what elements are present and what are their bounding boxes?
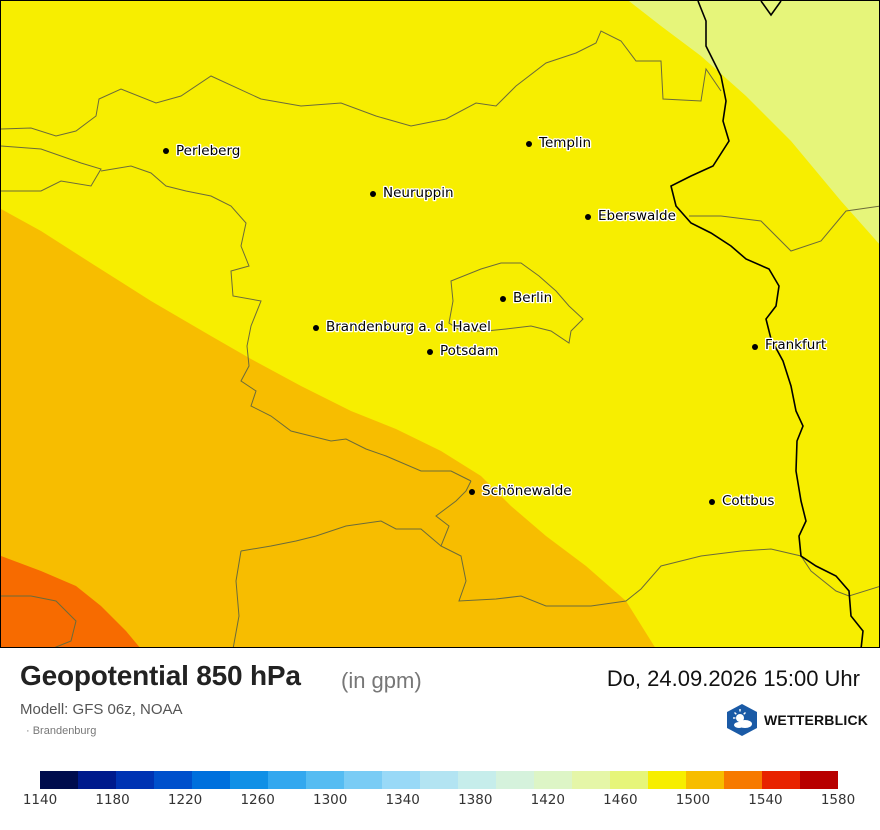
color-scale-cell xyxy=(154,771,192,789)
city-label-potsdam: Potsdam xyxy=(440,343,498,359)
color-scale-tick-label: 1180 xyxy=(95,792,130,808)
weather-map: Perleberg Templin Neuruppin Eberswalde B… xyxy=(0,0,880,648)
color-scale-cell xyxy=(724,771,762,789)
color-scale-tick-label: 1500 xyxy=(675,792,711,808)
field-1520 xyxy=(1,209,655,647)
map-unit: (in gpm) xyxy=(341,668,422,693)
color-scale-cell xyxy=(800,771,838,789)
color-scale-tick-label: 1260 xyxy=(240,792,275,808)
district-boundaries xyxy=(1,30,879,647)
field-1480 xyxy=(629,1,879,244)
city-label-templin: Templin xyxy=(538,135,591,151)
city-eberswalde: Eberswalde xyxy=(585,207,677,225)
color-scale-cell xyxy=(116,771,154,789)
color-scale-cell xyxy=(268,771,306,789)
field-1540 xyxy=(1,556,140,647)
national-border xyxy=(670,1,864,647)
color-scale-cell xyxy=(230,771,268,789)
color-scale-cell xyxy=(572,771,610,789)
color-scale-tick-label: 1300 xyxy=(312,792,348,808)
color-scale-cell xyxy=(344,771,382,789)
color-scale-tick-label: 1220 xyxy=(167,792,203,808)
color-scale-tick-label: 1380 xyxy=(458,792,493,808)
brand-name: WETTERBLICK xyxy=(764,712,869,728)
color-scale-cell xyxy=(686,771,724,789)
color-scale-cell xyxy=(534,771,572,789)
color-scale-tick-label: 1580 xyxy=(820,792,856,808)
color-scale-cell xyxy=(458,771,496,789)
color-scale-cell xyxy=(496,771,534,789)
city-templin: Templin xyxy=(526,134,592,152)
color-scale-tick-label: 1460 xyxy=(603,792,638,808)
forecast-datetime: Do, 24.09.2026 15:00 Uhr xyxy=(606,666,860,691)
brand-logo: WETTERBLICK xyxy=(724,703,868,737)
city-label-berlin: Berlin xyxy=(513,290,552,306)
color-scale-ticks: 1140 1180 1220 1260 1300 1340 1380 1420 1460 1500… xyxy=(0,792,880,812)
color-scale-cell xyxy=(762,771,800,789)
city-potsdam: Potsdam xyxy=(427,342,500,360)
city-brandenburg: Brandenburg a. d. Havel xyxy=(313,318,492,336)
city-label-frankfurt: Frankfurt xyxy=(765,337,826,353)
city-cottbus: Cottbus xyxy=(709,492,776,510)
map-footer: Geopotential 850 hPa (in gpm) Modell: GF… xyxy=(0,648,880,830)
city-schoenewalde: Schönewalde xyxy=(469,482,573,500)
model-info: Modell: GFS 06z, NOAA xyxy=(20,701,183,718)
color-scale-cell xyxy=(40,771,78,789)
city-neuruppin: Neuruppin xyxy=(370,184,455,202)
city-perleberg: Perleberg xyxy=(163,142,242,160)
city-label-eberswalde: Eberswalde xyxy=(598,208,676,224)
city-label-neuruppin: Neuruppin xyxy=(383,185,454,201)
map-title: Geopotential 850 hPa xyxy=(20,660,301,691)
color-scale-cell xyxy=(648,771,686,789)
city-frankfurt: Frankfurt xyxy=(752,336,827,354)
city-label-perleberg: Perleberg xyxy=(176,143,240,159)
color-scale-cell xyxy=(192,771,230,789)
city-label-brandenburg: Brandenburg a. d. Havel xyxy=(326,319,491,335)
color-scale-tick-label: 1540 xyxy=(748,792,783,808)
city-berlin: Berlin xyxy=(500,289,553,307)
color-scale-tick-label: 1140 xyxy=(22,792,58,808)
color-scale-cell xyxy=(78,771,116,789)
sun-cloud-icon xyxy=(727,704,757,736)
color-scale-tick-label: 1420 xyxy=(530,792,565,808)
map-canvas: Perleberg Templin Neuruppin Eberswalde B… xyxy=(1,1,879,647)
color-scale-cell xyxy=(306,771,344,789)
national-border-top xyxy=(760,1,782,17)
color-scale-bar xyxy=(40,771,838,789)
color-scale-cell xyxy=(382,771,420,789)
color-scale-tick-label: 1340 xyxy=(385,792,420,808)
color-scale-cell xyxy=(610,771,648,789)
city-label-cottbus: Cottbus xyxy=(722,493,774,509)
color-scale-cell xyxy=(420,771,458,789)
region-label: · Brandenburg xyxy=(26,725,97,737)
city-label-schoenewalde: Schönewalde xyxy=(482,483,572,499)
